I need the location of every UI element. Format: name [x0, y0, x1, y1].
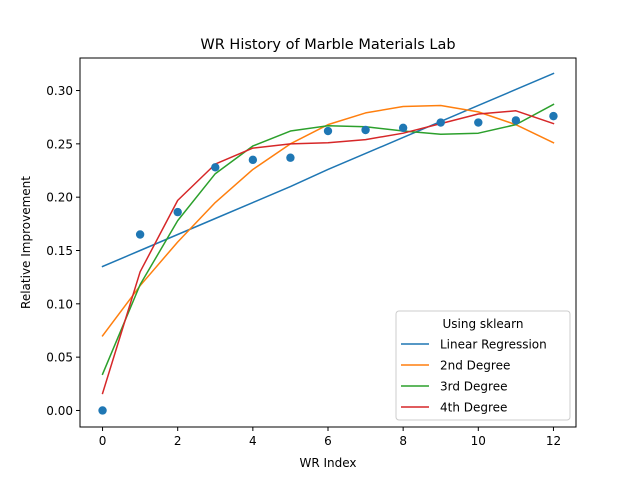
y-tick-label: 0.10 [46, 297, 73, 311]
data-point [211, 163, 220, 172]
series-layer [101, 72, 555, 395]
legend-label: 4th Degree [440, 401, 507, 415]
data-point [474, 118, 483, 127]
legend-title: Using sklearn [442, 317, 523, 331]
data-point [248, 155, 258, 165]
data-point [286, 153, 295, 162]
series-line-2 [101, 104, 555, 337]
data-point [549, 111, 558, 121]
legend-entries: Linear Regression 2nd Degree 3rd Degree 4th… [401, 338, 547, 415]
data-point [398, 123, 408, 133]
y-tick-label: 0.05 [46, 351, 73, 365]
x-tick-label: 0 [99, 434, 107, 448]
y-tick-label: 0.20 [46, 191, 73, 205]
legend-box [395, 310, 571, 421]
data-point [323, 126, 333, 136]
data-point [361, 125, 370, 135]
x-tick-label: 6 [324, 434, 332, 448]
legend-label: 3rd Degree [440, 380, 507, 394]
y-axis: 0.00 0.05 0.10 0.15 0.20 0.25 0.30 [46, 84, 80, 418]
y-tick-label: 0.30 [46, 84, 73, 98]
y-tick-label: 0.00 [46, 404, 73, 418]
y-tick-label: 0.15 [46, 244, 73, 258]
series-line-4 [101, 110, 555, 395]
data-point [98, 406, 107, 415]
x-tick-label: 4 [249, 434, 257, 448]
data-point [511, 116, 521, 125]
x-tick-label: 8 [399, 434, 407, 448]
x-axis-label: WR Index [299, 456, 356, 470]
x-tick-label: 2 [174, 434, 182, 448]
x-tick-label: 10 [471, 434, 486, 448]
data-point [135, 230, 145, 239]
data-point [173, 207, 182, 217]
x-tick-label: 12 [546, 434, 561, 448]
legend-label: 2nd Degree [440, 359, 510, 373]
series-line-3 [101, 103, 555, 376]
y-axis-label: Relative Improvement [19, 176, 33, 309]
series-line-1 [101, 72, 555, 268]
y-tick-label: 0.25 [46, 137, 73, 151]
legend: Using sklearn Linear Regression 2nd Degre… [395, 310, 571, 421]
x-axis: 0 2 4 6 8 10 12 [99, 427, 561, 448]
legend-label: Linear Regression [440, 338, 547, 352]
data-point [436, 118, 445, 127]
scatter-points [98, 111, 558, 415]
chart-title: WR History of Marble Materials Lab [200, 37, 455, 53]
